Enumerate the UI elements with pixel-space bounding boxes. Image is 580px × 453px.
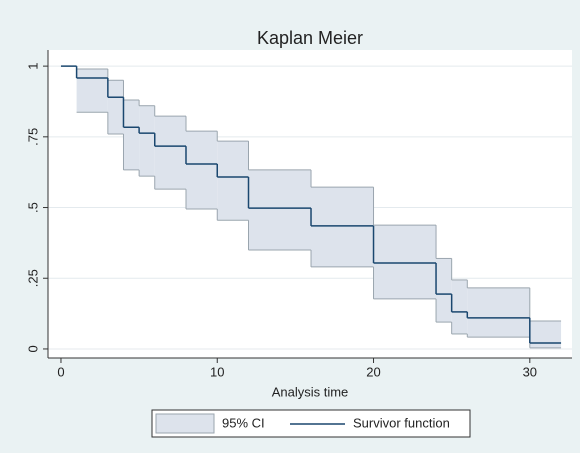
legend-swatch (155, 413, 215, 434)
ci-band (311, 187, 374, 267)
ci-band (451, 279, 468, 334)
ci-band (185, 131, 218, 209)
x-tick-label: 30 (523, 364, 537, 379)
ci-band (107, 80, 124, 134)
ci-band (76, 68, 108, 113)
x-tick-label: 10 (210, 364, 224, 379)
chart-title: Kaplan Meier (257, 28, 363, 48)
legend-label: Survivor function (353, 415, 450, 430)
ci-band (123, 100, 140, 170)
ci-band (529, 320, 562, 348)
ci-band (373, 225, 437, 299)
ci-band (154, 116, 186, 190)
y-tick-label: 0 (25, 345, 40, 352)
y-tick-label: .75 (25, 128, 40, 146)
ci-band (248, 169, 312, 250)
ci-band (217, 141, 249, 221)
y-tick-label: 1 (25, 63, 40, 70)
x-axis-label: Analysis time (272, 384, 349, 399)
legend-label: 95% CI (222, 415, 265, 430)
y-tick-label: .5 (25, 202, 40, 213)
ci-band (139, 105, 155, 177)
ci-band (436, 258, 452, 323)
ci-band (467, 287, 530, 338)
x-tick-label: 0 (57, 364, 64, 379)
y-tick-label: .25 (25, 269, 40, 287)
x-tick-label: 20 (366, 364, 380, 379)
